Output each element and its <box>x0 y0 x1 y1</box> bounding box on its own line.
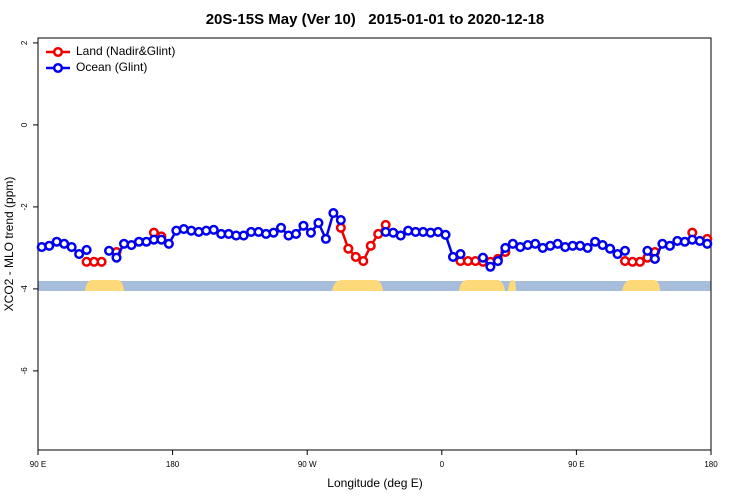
land-strip <box>85 280 124 291</box>
land-strip <box>508 280 516 291</box>
land-strip <box>622 280 660 291</box>
point <box>74 248 85 260</box>
point <box>313 217 324 228</box>
point <box>477 252 488 263</box>
x-tick-label: 180 <box>166 460 180 469</box>
point <box>597 239 608 251</box>
point <box>111 252 122 263</box>
point <box>66 242 77 253</box>
point <box>642 245 653 256</box>
x-tick-label: 90 W <box>298 460 317 469</box>
point <box>500 242 511 253</box>
y-tick-label: 2 <box>20 40 29 45</box>
point <box>44 240 55 251</box>
legend-label: Land (Nadir&Glint) <box>76 44 175 58</box>
point <box>275 222 287 233</box>
point <box>365 240 376 251</box>
chart-title: 20S-15S May (Ver 10) 2015-01-01 to 2020-… <box>206 11 545 28</box>
point <box>582 242 593 253</box>
point <box>163 238 174 249</box>
point <box>455 248 466 260</box>
point <box>290 228 302 240</box>
y-tick-label: -6 <box>20 367 29 375</box>
x-tick-label: 180 <box>704 460 718 469</box>
point <box>492 255 503 267</box>
y-tick-label: -4 <box>20 285 29 293</box>
land-strip <box>332 280 383 291</box>
x-axis-label: Longitude (deg E) <box>327 476 422 490</box>
legend-marker <box>52 62 64 74</box>
x-tick-label: 0 <box>440 460 445 469</box>
point <box>238 230 249 241</box>
point <box>268 227 279 238</box>
y-tick-label: 0 <box>20 122 29 127</box>
point <box>298 220 309 231</box>
point <box>320 233 331 244</box>
point <box>156 234 167 245</box>
point <box>335 222 346 233</box>
point <box>702 238 713 249</box>
point <box>81 244 92 255</box>
point <box>634 256 646 267</box>
point <box>485 261 496 272</box>
y-tick-label: -2 <box>20 203 29 211</box>
point <box>664 240 675 251</box>
x-tick-label: 90 E <box>568 460 584 469</box>
legend-marker <box>52 46 64 58</box>
point <box>605 243 616 254</box>
legend-label: Ocean (Glint) <box>76 60 147 74</box>
point <box>530 238 541 249</box>
point <box>328 207 339 219</box>
point <box>305 227 316 238</box>
surface-strip <box>38 280 711 291</box>
point <box>96 256 107 267</box>
point <box>440 229 451 240</box>
point <box>335 214 346 226</box>
x-tick-label: 90 E <box>30 460 46 469</box>
y-axis-label: XCO2 - MLO trend (ppm) <box>2 177 16 312</box>
point <box>208 224 219 235</box>
point <box>619 245 631 256</box>
point <box>395 230 406 241</box>
point <box>358 255 369 267</box>
point <box>103 245 115 256</box>
point <box>350 251 361 262</box>
point <box>649 253 660 265</box>
land-strip <box>459 280 505 291</box>
point <box>343 243 354 254</box>
